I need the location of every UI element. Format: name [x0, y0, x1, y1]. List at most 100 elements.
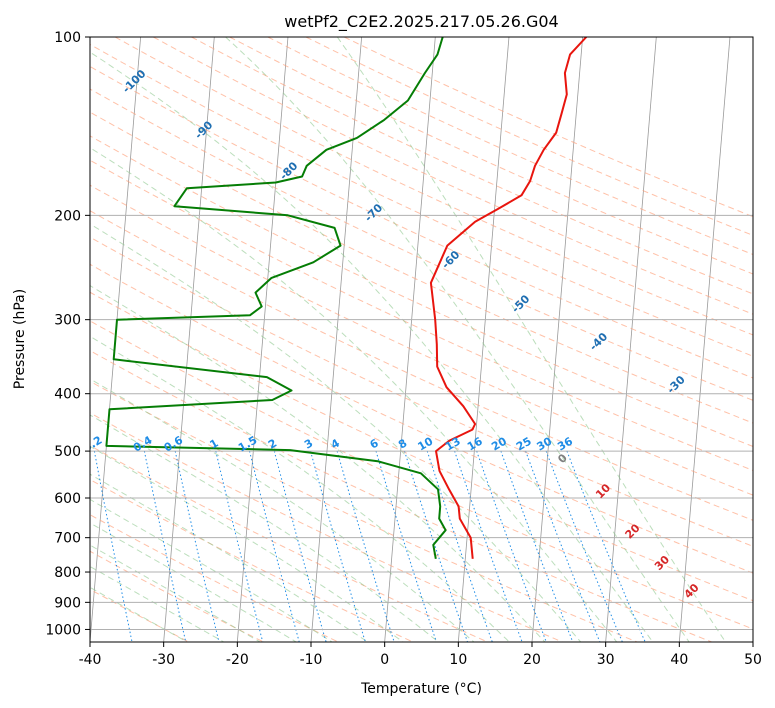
x-axis-ticks: -40 -30 -20 -10 0 10 20 30 40 50 [79, 642, 762, 668]
mixing-ratio-line [174, 450, 220, 642]
dry-adiabat-line [90, 320, 753, 630]
isotherm-line [678, 37, 731, 642]
dry-adiabat-line [90, 111, 753, 424]
mixing-ratio-line [249, 450, 300, 642]
dry-adiabat-line [90, 263, 753, 574]
moist-adiabat-line [90, 147, 618, 642]
x-tick-label: 30 [597, 652, 615, 668]
moist-adiabat-line [90, 586, 188, 642]
dry-adiabat-label: -100 [120, 67, 149, 96]
moist-adiabat-line [90, 473, 368, 642]
mixing-ratio-line [426, 450, 493, 642]
isotherm-line [310, 37, 363, 642]
moist-adiabat-line [336, 37, 726, 642]
dry-adiabat-line [90, 65, 753, 379]
moist-adiabat-line [90, 335, 510, 642]
moist-adiabat-label: 40 [682, 581, 702, 601]
mixing-ratio-line [525, 450, 601, 642]
y-tick-label: 200 [54, 208, 81, 224]
dry-adiabat-line [90, 184, 753, 496]
mixing-ratio-label: 6 [368, 436, 381, 451]
y-tick-label: 400 [54, 387, 81, 403]
moist-adiabat-line [225, 37, 690, 642]
moist-adiabat-label: 0 [555, 451, 570, 466]
moist-adiabat-label: 20 [623, 521, 643, 541]
y-tick-label: 1000 [45, 622, 81, 638]
x-tick-label: 0 [380, 652, 389, 668]
x-tick-label: -40 [79, 652, 102, 668]
mixing-ratio-label: 4 [329, 436, 342, 451]
dry-adiabat-label: -60 [439, 248, 462, 271]
x-tick-label: 20 [523, 652, 541, 668]
y-axis-label: Pressure (hPa) [12, 289, 28, 389]
dry-adiabat-label: -20 [757, 410, 775, 433]
y-tick-label: 600 [54, 491, 81, 507]
x-tick-label: 40 [670, 652, 688, 668]
y-tick-label: 500 [54, 444, 81, 460]
mixing-ratio-line [336, 450, 395, 642]
dry-adiabat-line [191, 37, 753, 295]
dry-adiabat-line [90, 43, 753, 357]
mixing-ratio-line [375, 450, 437, 642]
dry-adiabat-line [153, 37, 753, 315]
moist-adiabat-line [90, 544, 261, 642]
dry-adiabat-line [90, 412, 563, 642]
profile-series [105, 37, 588, 559]
pressure-gridlines [90, 37, 753, 630]
x-tick-label: 50 [744, 652, 762, 668]
moist-adiabat-line [90, 445, 404, 642]
dry-adiabat-label: -70 [362, 201, 385, 224]
mixing-ratio-label: 3 [302, 437, 315, 452]
mixing-ratio-line [93, 451, 133, 642]
line-labels: 0.1 0.2 0.4 0.6 1 1.5 2 3 4 6 8 10 13 16 20 25 30 36-100-… [90, 67, 775, 601]
mixing-ratio-line [404, 450, 468, 642]
y-tick-label: 100 [54, 30, 81, 46]
temperature-profile-line [429, 37, 588, 559]
mixing-ratio-line [500, 450, 574, 642]
isotherm-line [236, 37, 289, 642]
mixing-ratio-line [143, 451, 187, 642]
dry-adiabat-line [90, 445, 488, 642]
y-tick-label: 900 [54, 595, 81, 611]
mixing-ratio-line [215, 450, 264, 642]
mixing-ratio-line [545, 450, 623, 642]
mixing-ratio-line [310, 450, 366, 642]
isotherm-line [384, 37, 436, 642]
dry-adiabat-line [90, 88, 753, 401]
mixing-ratio-label: 8 [396, 437, 409, 452]
moist-adiabat-label: 30 [652, 553, 672, 573]
x-axis-label: Temperature (°C) [360, 681, 482, 697]
moist-adiabat-line [90, 522, 297, 642]
moist-adiabat-line [90, 51, 654, 642]
dry-adiabat-label: -30 [665, 373, 688, 396]
moist-adiabat-line [90, 378, 475, 642]
x-tick-label: 10 [449, 652, 467, 668]
dry-adiabat-line [90, 479, 414, 642]
isotherm-line [163, 37, 215, 642]
y-tick-label: 700 [54, 531, 81, 547]
y-tick-label: 300 [54, 313, 81, 329]
chart-title: wetPf2_C2E2.2025.217.05.26.G04 [284, 12, 558, 32]
x-tick-label: -10 [300, 652, 323, 668]
dry-adiabat-line [90, 135, 753, 447]
moist-adiabat-line [90, 284, 546, 642]
moist-adiabat-line [90, 414, 439, 642]
moist-adiabat-line [90, 498, 333, 642]
mixing-ratio-line [566, 450, 646, 642]
moist-adiabat-line [90, 565, 225, 642]
background-lines [90, 37, 753, 642]
mixing-ratio-line [273, 450, 327, 642]
isotherm-line [752, 637, 753, 642]
x-tick-label: -30 [152, 652, 175, 668]
plot-frame [89, 36, 754, 643]
dry-adiabat-line [90, 550, 264, 642]
y-axis-ticks: 100 200 300 400 500 600 700 800 900 1000 [45, 30, 90, 638]
dry-adiabat-line [343, 37, 753, 218]
dry-adiabat-line [90, 291, 753, 602]
moist-adiabat-line [90, 223, 582, 642]
x-tick-label: -20 [226, 652, 249, 668]
dry-adiabat-label: -80 [277, 159, 300, 182]
dewpoint-profile-line [105, 37, 447, 559]
dry-adiabat-line [90, 380, 638, 642]
